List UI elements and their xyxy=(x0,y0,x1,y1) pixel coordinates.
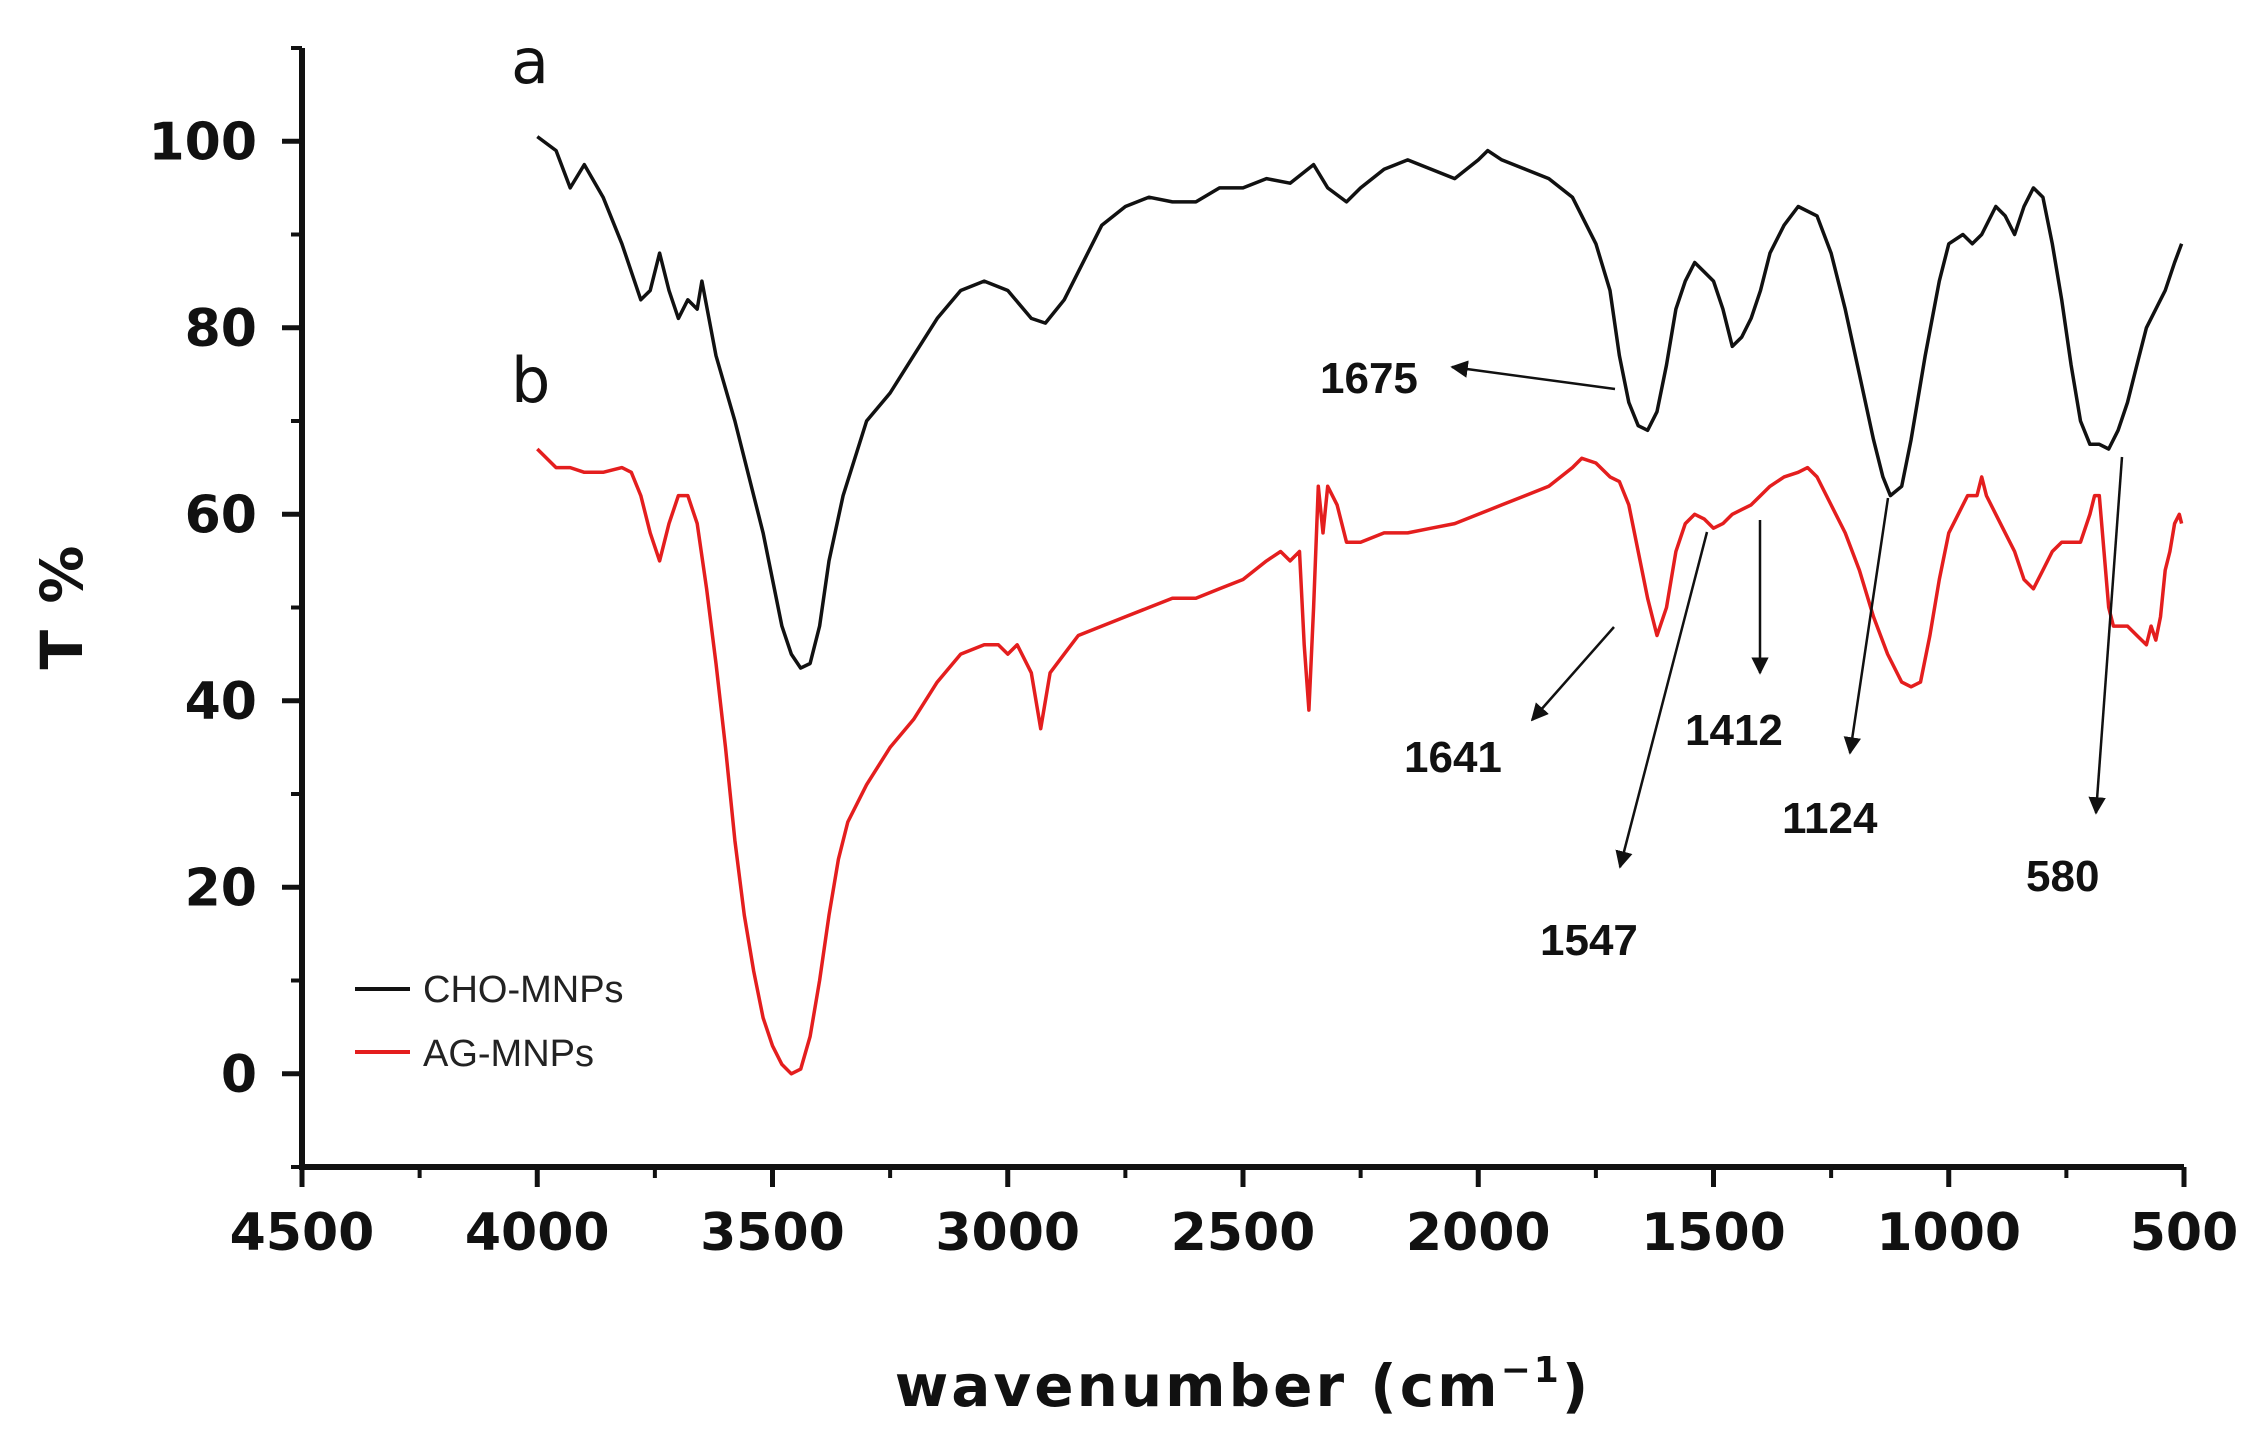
y-tick-label: 80 xyxy=(185,299,257,359)
peak-label-1124: 1124 xyxy=(1782,794,1878,843)
y-tick-label: 0 xyxy=(221,1045,257,1105)
x-ticks: 4500 4000 3500 3000 2500 2000 1500 1000 500 xyxy=(230,1167,2239,1263)
peak-label-1412: 1412 xyxy=(1685,706,1783,755)
y-tick-label: 100 xyxy=(148,112,257,172)
peak-label-1641: 1641 xyxy=(1404,733,1502,782)
arrow-1547 xyxy=(1615,531,1709,869)
x-tick-label: 4500 xyxy=(230,1203,375,1263)
legend-label-ag-mnps: AG-MNPs xyxy=(423,1033,594,1075)
x-tick-label: 2500 xyxy=(1171,1203,1316,1263)
x-tick-label: 3000 xyxy=(935,1203,1080,1263)
peak-label-1675: 1675 xyxy=(1320,354,1418,403)
x-tick-label: 4000 xyxy=(465,1203,610,1263)
x-axis-title-superscript: −1 xyxy=(1501,1350,1562,1391)
y-axis-title: T % xyxy=(28,543,96,670)
peak-label-580: 580 xyxy=(2026,852,2099,901)
x-axis-title: wavenumber (cm−1) xyxy=(895,1350,1592,1420)
series-line-cho-mnps xyxy=(536,135,2184,670)
x-tick-label: 1500 xyxy=(1641,1203,1786,1263)
curve-label-a: a xyxy=(511,25,549,98)
x-axis-title-close: ) xyxy=(1562,1352,1592,1420)
x-axis-title-main: wavenumber (cm xyxy=(895,1352,1501,1420)
x-tick-label: 2000 xyxy=(1406,1203,1551,1263)
curve-label-b: b xyxy=(511,344,550,417)
y-ticks: 0 20 40 60 80 100 xyxy=(148,46,302,1169)
arrow-1675 xyxy=(1450,360,1616,391)
peak-label-1547: 1547 xyxy=(1540,916,1638,965)
annotation-arrows xyxy=(1450,360,2124,869)
y-tick-label: 20 xyxy=(185,858,257,918)
x-tick-label: 1000 xyxy=(1876,1203,2021,1263)
legend: CHO-MNPs AG-MNPs xyxy=(355,969,624,1075)
series-line-ag-mnps xyxy=(536,447,2184,1076)
y-tick-label: 40 xyxy=(185,672,257,732)
x-tick-label: 500 xyxy=(2130,1203,2239,1263)
arrow-1641 xyxy=(1530,626,1615,722)
arrow-580 xyxy=(2088,456,2124,815)
y-tick-label: 60 xyxy=(185,485,257,545)
x-tick-label: 3500 xyxy=(700,1203,845,1263)
legend-label-cho-mnps: CHO-MNPs xyxy=(423,969,624,1011)
arrow-1124 xyxy=(1843,497,1890,755)
